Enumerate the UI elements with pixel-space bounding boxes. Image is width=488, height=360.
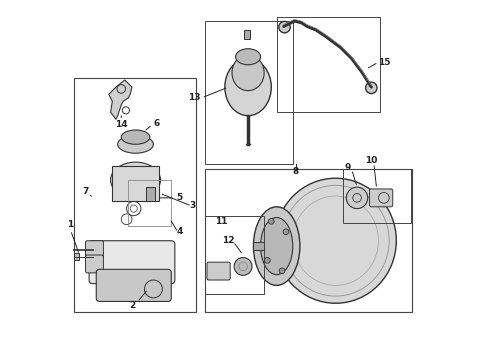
FancyBboxPatch shape — [85, 255, 103, 273]
Ellipse shape — [253, 207, 299, 285]
FancyBboxPatch shape — [112, 166, 159, 202]
Circle shape — [234, 257, 251, 275]
Ellipse shape — [260, 217, 292, 275]
Circle shape — [365, 82, 376, 94]
Bar — [244, 30, 250, 39]
Text: 5: 5 — [176, 193, 182, 202]
Ellipse shape — [224, 59, 271, 116]
FancyBboxPatch shape — [96, 269, 171, 301]
FancyBboxPatch shape — [85, 241, 103, 258]
Circle shape — [278, 21, 290, 33]
Text: 9: 9 — [344, 163, 350, 172]
Bar — [146, 187, 155, 202]
Text: 15: 15 — [378, 58, 390, 67]
Ellipse shape — [274, 178, 395, 303]
Circle shape — [268, 219, 274, 224]
Circle shape — [279, 268, 285, 274]
Text: 6: 6 — [154, 119, 160, 128]
Ellipse shape — [110, 162, 160, 198]
Text: 12: 12 — [222, 236, 234, 245]
Bar — [74, 253, 79, 260]
Text: 14: 14 — [115, 120, 127, 129]
Ellipse shape — [121, 130, 149, 144]
Text: 8: 8 — [292, 167, 298, 176]
Circle shape — [283, 229, 288, 235]
Text: 13: 13 — [188, 93, 201, 102]
FancyBboxPatch shape — [89, 241, 175, 284]
Circle shape — [264, 257, 270, 263]
Text: 2: 2 — [128, 301, 135, 310]
Text: 11: 11 — [215, 217, 227, 226]
Circle shape — [346, 187, 367, 208]
Polygon shape — [108, 80, 132, 119]
FancyBboxPatch shape — [369, 189, 392, 207]
Text: 1: 1 — [67, 220, 74, 229]
Bar — [253, 242, 264, 249]
Ellipse shape — [231, 55, 264, 91]
Ellipse shape — [118, 135, 153, 153]
Text: 10: 10 — [365, 156, 377, 165]
Text: 7: 7 — [82, 187, 88, 196]
FancyBboxPatch shape — [206, 262, 230, 280]
Text: 3: 3 — [189, 201, 195, 210]
Text: 4: 4 — [177, 227, 183, 236]
Ellipse shape — [235, 49, 260, 65]
